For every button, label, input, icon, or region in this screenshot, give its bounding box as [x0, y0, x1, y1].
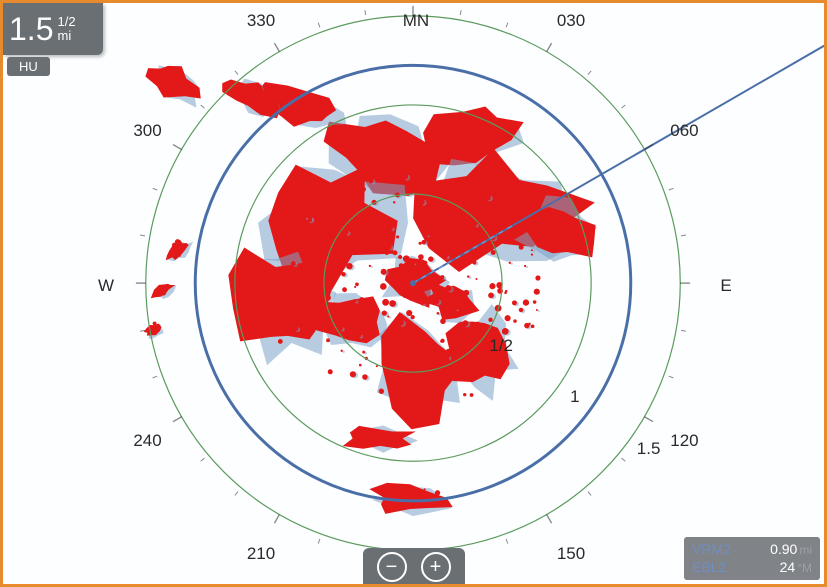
- range-unit: mi: [57, 29, 75, 43]
- compass-label-W: W: [98, 276, 114, 296]
- vrm-row: VRM2 0.90mi: [692, 541, 812, 559]
- compass-label-330: 330: [247, 11, 275, 31]
- vrm-ebl-readout[interactable]: VRM2 0.90mi EBL2 24°M: [684, 537, 820, 580]
- range-sub: 1/2 mi: [55, 3, 81, 55]
- compass-label-300: 300: [133, 121, 161, 141]
- radar-plot: [3, 3, 824, 584]
- zoom-in-button[interactable]: +: [421, 552, 451, 582]
- range-ring-interval: 1/2: [57, 15, 75, 29]
- compass-label-240: 240: [133, 431, 161, 451]
- zoom-controls: − +: [363, 548, 465, 584]
- orientation-mode-badge[interactable]: HU: [7, 57, 50, 76]
- compass-label-MN: MN: [403, 11, 429, 31]
- range-scale-box[interactable]: 1.5 1/2 mi: [3, 3, 103, 55]
- compass-label-060: 060: [670, 121, 698, 141]
- range-value: 1.5: [3, 3, 55, 55]
- range-ring-label-1.5: 1.5: [637, 439, 661, 459]
- vrm-value: 0.90mi: [770, 541, 812, 559]
- compass-label-210: 210: [247, 544, 275, 564]
- zoom-out-button[interactable]: −: [377, 552, 407, 582]
- range-ring-label-1/2: 1/2: [489, 336, 513, 356]
- ebl-value: 24°M: [780, 559, 812, 577]
- compass-label-030: 030: [557, 11, 585, 31]
- compass-label-120: 120: [670, 431, 698, 451]
- range-ring-label-1: 1: [570, 387, 579, 407]
- ebl-row: EBL2 24°M: [692, 559, 812, 577]
- radar-display: 1.5 1/2 mi HU 330 MN 030 060 E 120 150 210 240 W 3…: [0, 0, 827, 587]
- compass-label-150: 150: [557, 544, 585, 564]
- compass-label-E: E: [720, 276, 731, 296]
- vrm-label: VRM2: [692, 541, 731, 559]
- ebl-label: EBL2: [692, 559, 726, 577]
